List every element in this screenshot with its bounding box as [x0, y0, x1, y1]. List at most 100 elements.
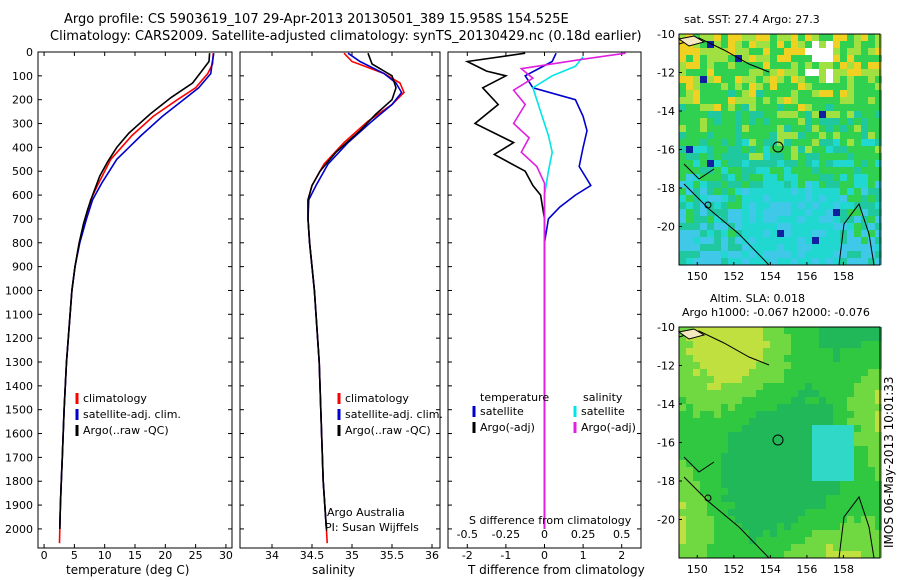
- map-cell: [770, 474, 777, 481]
- map-cell: [728, 488, 735, 495]
- map-cell: [721, 530, 728, 537]
- map-cell: [714, 174, 721, 181]
- map-cell: [840, 369, 847, 376]
- legend-label: climatology: [83, 392, 147, 405]
- map-cell: [756, 460, 763, 467]
- map-cell: [854, 327, 861, 334]
- map-cell: [763, 83, 770, 90]
- map-cell: [700, 502, 707, 509]
- map-cell: [763, 76, 770, 83]
- map-cell: [735, 195, 742, 202]
- map-cell: [770, 174, 777, 181]
- map-cell: [721, 48, 728, 55]
- map-cell: [805, 251, 812, 258]
- map-cell: [777, 383, 784, 390]
- map-cell: [868, 362, 875, 369]
- map-cell: [707, 341, 714, 348]
- map-cell: [707, 195, 714, 202]
- map-cell: [784, 209, 791, 216]
- salinity-profile-chart: 34 34.5 35 35.5 36climatologysatellite-adj. …: [239, 51, 443, 562]
- map-cell: [721, 76, 728, 83]
- map-cell: [791, 146, 798, 153]
- map-cell: [693, 551, 700, 558]
- map-cell: [826, 244, 833, 251]
- map-cell: [833, 209, 840, 216]
- map-cell: [847, 132, 854, 139]
- map-cell: [784, 251, 791, 258]
- map-cell: [798, 251, 805, 258]
- map-cell: [784, 488, 791, 495]
- map-cell: [679, 202, 686, 209]
- map-cell: [777, 537, 784, 544]
- salinity-diff-tick-label: 0: [541, 528, 548, 541]
- map-cell: [819, 230, 826, 237]
- map-cell: [763, 139, 770, 146]
- map-cell: [707, 209, 714, 216]
- map-cell: [833, 244, 840, 251]
- map-cell: [868, 139, 875, 146]
- map-cell: [784, 132, 791, 139]
- map-cell: [714, 181, 721, 188]
- map-cell: [791, 118, 798, 125]
- map-cell: [819, 48, 826, 55]
- map-cell: [805, 48, 812, 55]
- map-cell: [819, 202, 826, 209]
- map-cell: [840, 460, 847, 467]
- depth-tick-label: 400: [12, 141, 33, 154]
- map-cell: [700, 90, 707, 97]
- map-cell: [679, 418, 686, 425]
- map-cell: [833, 188, 840, 195]
- map-cell: [812, 474, 819, 481]
- map-cell: [770, 411, 777, 418]
- map-cell: [756, 195, 763, 202]
- map-cell: [777, 418, 784, 425]
- map-cell: [686, 502, 693, 509]
- map-cell: [861, 341, 868, 348]
- map-cell: [735, 537, 742, 544]
- map-cell: [875, 111, 882, 118]
- map-cell: [833, 495, 840, 502]
- depth-tick-label: 700: [12, 213, 33, 226]
- depth-tick-label: 1200: [5, 332, 33, 345]
- map-cell: [756, 160, 763, 167]
- map-cell: [707, 383, 714, 390]
- temperature-xlabel: temperature (deg C): [66, 563, 189, 577]
- map-cell: [784, 495, 791, 502]
- map-cell: [840, 132, 847, 139]
- map-cell: [805, 216, 812, 223]
- map-cell: [770, 69, 777, 76]
- map-lat-label: -18: [657, 475, 675, 488]
- map-cell: [812, 83, 819, 90]
- map-cell: [728, 467, 735, 474]
- map-cell: [728, 495, 735, 502]
- map-cell: [763, 418, 770, 425]
- map-cell: [707, 167, 714, 174]
- map-cell: [819, 411, 826, 418]
- depth-tick-label: 2000: [5, 523, 33, 536]
- map-cell: [756, 153, 763, 160]
- map-cell: [686, 439, 693, 446]
- map-cell: [798, 139, 805, 146]
- map-cell: [847, 153, 854, 160]
- map-cell: [700, 244, 707, 251]
- map-cell: [791, 418, 798, 425]
- map-cell: [707, 258, 714, 265]
- map-cell: [686, 132, 693, 139]
- map-cell: [819, 111, 826, 118]
- map-cell: [854, 251, 861, 258]
- map-cell: [854, 383, 861, 390]
- map-cell: [840, 383, 847, 390]
- map-cell: [833, 69, 840, 76]
- map-cell: [749, 390, 756, 397]
- map-cell: [749, 146, 756, 153]
- map-cell: [791, 69, 798, 76]
- map-cell: [854, 188, 861, 195]
- map-cell: [812, 153, 819, 160]
- map-cell: [721, 488, 728, 495]
- map-cell: [728, 509, 735, 516]
- map-cell: [784, 111, 791, 118]
- sla-map-title-1: Altim. SLA: 0.018: [710, 292, 805, 305]
- map-cell: [714, 237, 721, 244]
- map-cell: [875, 425, 882, 432]
